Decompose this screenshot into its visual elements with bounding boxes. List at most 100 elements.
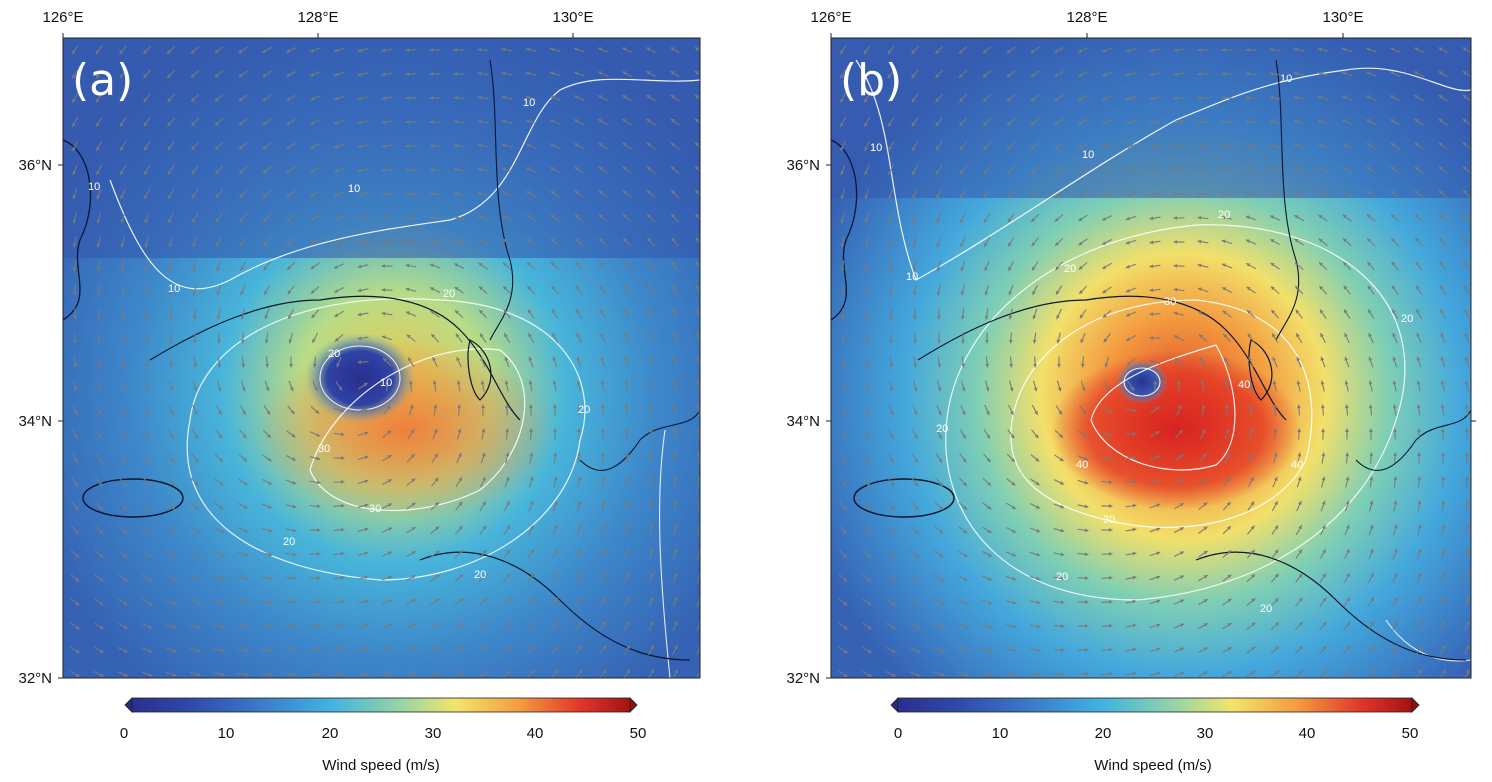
wind-vector-arrowhead [914, 434, 918, 439]
wind-vector-arrowhead [478, 262, 483, 267]
wind-vector-arrowhead [124, 673, 128, 677]
wind-vector-arrowhead [1149, 120, 1154, 125]
contour-label: 30 [369, 503, 381, 515]
wind-vector-arrowhead [1226, 477, 1231, 482]
wind-vector-arrowhead [1149, 216, 1154, 221]
wind-vector-arrowhead [1084, 552, 1089, 557]
wind-vector-arrowhead [552, 404, 557, 409]
wind-vector-arrowhead [1416, 309, 1420, 314]
wind-vector-arrowhead [936, 218, 940, 223]
wind-vector-arrowhead [960, 267, 965, 272]
wind-vector-arrowhead [529, 452, 534, 457]
colorbar-tick: 10 [218, 725, 235, 742]
wind-vector-arrowhead [963, 553, 968, 557]
wind-vector-arrowhead [961, 339, 965, 344]
wind-vector-arrowhead [1269, 191, 1274, 196]
wind-vector-arrowhead [192, 315, 197, 320]
wind-vector-arrowhead [1368, 309, 1372, 314]
wind-vector-arrowhead [1224, 357, 1228, 362]
wind-vector-arrowhead [1416, 356, 1421, 361]
wind-vector-arrowhead [459, 646, 464, 651]
wind-vector-arrowhead [987, 505, 992, 510]
wind-vector-arrowhead [1270, 239, 1275, 243]
wind-vector-arrowhead [430, 287, 435, 291]
wind-vector-arrowhead [625, 476, 630, 481]
wind-vector-arrowhead [1084, 528, 1089, 533]
wind-vector-arrowhead [1149, 72, 1154, 77]
wind-vector-arrowhead [841, 387, 846, 392]
wind-vector-arrowhead [1390, 71, 1395, 75]
wind-vector-arrowhead [986, 411, 990, 416]
wind-vector-arrowhead [1293, 167, 1298, 172]
wind-vector-arrowhead [1101, 120, 1106, 125]
wind-vector-arrowhead [292, 480, 297, 485]
wind-vector-arrowhead [1296, 380, 1301, 385]
wind-vector-arrowhead [1465, 500, 1470, 505]
wind-vector-arrowhead [962, 458, 967, 463]
wind-vector-arrowhead [938, 434, 942, 439]
wind-vector-arrowhead [1173, 240, 1178, 244]
lon-tick-126: 126°E [810, 9, 851, 26]
wind-vector-arrowhead [670, 142, 675, 147]
wind-vector-arrowhead [340, 599, 345, 604]
panel-label-a: (a) [72, 55, 133, 106]
wind-vector-arrowhead [239, 169, 243, 174]
wind-vector-arrowhead [1440, 285, 1444, 290]
wind-vector-arrowhead [1394, 621, 1398, 626]
wind-vector-arrowhead [863, 50, 868, 55]
wind-vector-arrowhead [435, 599, 440, 603]
wind-vector-arrowhead [1295, 286, 1299, 290]
wind-vector-arrowhead [623, 261, 628, 266]
wind-vector-arrowhead [578, 597, 582, 602]
wind-vector-arrowhead [649, 524, 654, 529]
wind-vector-arrowhead [340, 479, 345, 484]
wind-vector-arrowhead [194, 458, 199, 463]
wind-vector-arrowhead [842, 530, 847, 535]
colorbar-tick: 30 [425, 725, 442, 742]
wind-vector-arrowhead [1031, 218, 1036, 223]
wind-vector-arrowhead [1414, 95, 1419, 99]
wind-vector-arrowhead [286, 193, 291, 198]
wind-vector-arrowhead [411, 502, 416, 507]
wind-vector-arrowhead [333, 168, 338, 173]
wind-vector-arrowhead [1343, 285, 1348, 290]
wind-vector-arrowhead [1342, 238, 1347, 243]
wind-vector-arrowhead [530, 549, 534, 554]
wind-vector-arrowhead [1175, 357, 1180, 362]
wind-vector-arrowhead [1344, 356, 1349, 361]
wind-vector-arrowhead [864, 195, 869, 200]
wind-vector-arrowhead [316, 504, 321, 509]
wind-vector-arrowhead [72, 291, 77, 296]
wind-vector-arrowhead [120, 146, 124, 151]
wind-vector-arrowhead [1274, 573, 1279, 578]
wind-vector-arrowhead [1173, 72, 1178, 77]
wind-vector-arrowhead [1104, 363, 1109, 368]
wind-vector-arrowhead [840, 147, 844, 152]
wind-vector-arrowhead [840, 291, 845, 296]
wind-vector-arrowhead [1180, 575, 1184, 579]
wind-vector-arrowhead [1274, 549, 1279, 554]
wind-vector-arrowhead [526, 215, 531, 219]
wind-vector-arrowhead [72, 98, 76, 103]
wind-vector-arrowhead [73, 315, 77, 320]
wind-vector-arrowhead [502, 238, 507, 243]
wind-vector-arrowhead [1126, 361, 1131, 366]
wind-vector-arrowhead [526, 167, 531, 171]
wind-vector-arrowhead [577, 476, 582, 481]
wind-vector-arrowhead [265, 387, 270, 392]
wind-vector-arrowhead [146, 458, 151, 463]
wind-vector-arrowhead [1149, 312, 1154, 317]
wind-vector-arrowhead [1173, 192, 1178, 197]
wind-vector-arrowhead [456, 380, 461, 385]
wind-vector-arrowhead [573, 47, 578, 52]
wind-vector-arrowhead [387, 479, 392, 483]
wind-vector-arrowhead [911, 74, 916, 79]
wind-vector-arrowhead [1366, 190, 1371, 195]
wind-vector-arrowhead [145, 363, 150, 368]
wind-vector-arrowhead [458, 453, 462, 458]
wind-vector-arrowhead [891, 625, 896, 629]
wind-vector-arrowhead [1108, 480, 1113, 485]
wind-vector-arrow [696, 622, 700, 632]
wind-vector-arrowhead [215, 170, 220, 175]
wind-vector-arrowhead [1299, 670, 1304, 675]
